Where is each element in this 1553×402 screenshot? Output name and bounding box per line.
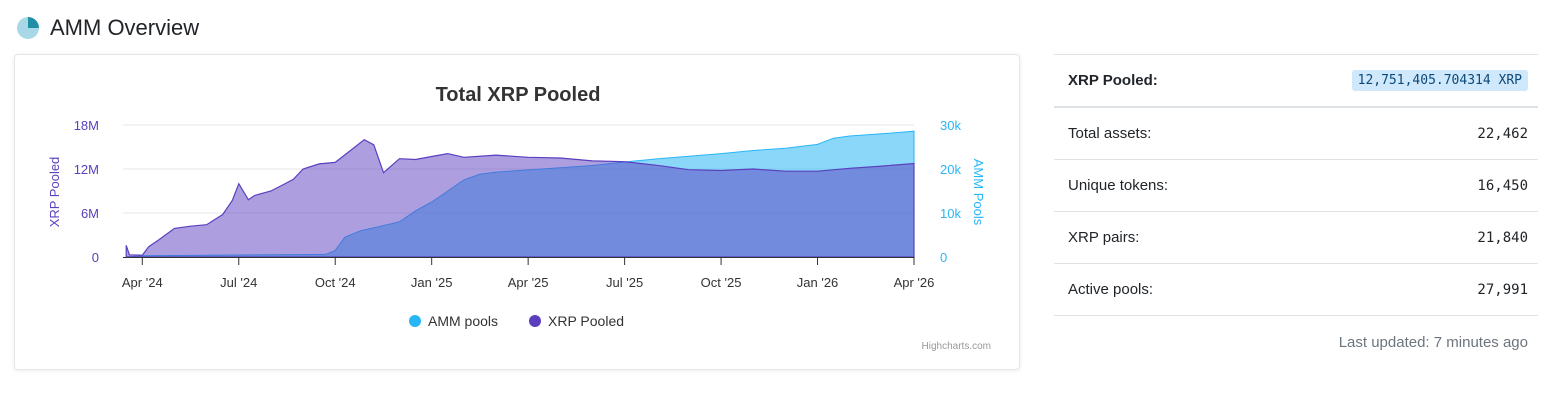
chart-card: Total XRP Pooled 0 0 6M 10k 12M 20k 18M 30k Apr … (14, 54, 1020, 370)
x-tick-label: Jul '25 (606, 275, 643, 290)
stat-label: XRP pairs: (1068, 229, 1140, 246)
y-right-tick-label: 20k (940, 162, 961, 177)
stat-row-unique-tokens: Unique tokens: 16,450 (1054, 160, 1538, 212)
stat-label: Unique tokens: (1068, 177, 1169, 194)
legend-label-amm-pools: AMM pools (428, 313, 498, 329)
y-right-axis-label: AMM Pools (971, 159, 986, 226)
stat-row-xrp-pooled: XRP Pooled: 12,751,405.704314 XRP (1054, 54, 1538, 108)
chart-credit-link[interactable]: Highcharts.com (922, 341, 991, 352)
y-left-tick-label: 18M (74, 118, 99, 133)
page-header: AMM Overview (16, 12, 199, 44)
stat-value: 27,991 (1477, 281, 1528, 298)
pie-chart-icon (17, 17, 39, 39)
legend: AMM pools XRP Pooled (409, 313, 624, 329)
stat-value: 22,462 (1477, 125, 1528, 142)
stats-panel: XRP Pooled: 12,751,405.704314 XRP Total … (1054, 54, 1538, 351)
x-tick-label: Apr '24 (122, 275, 163, 290)
stat-label: Active pools: (1068, 281, 1154, 298)
x-tick-label: Jan '26 (797, 275, 839, 290)
x-tick-label: Oct '25 (701, 275, 742, 290)
y-left-tick-label: 0 (92, 250, 99, 265)
chart-title: Total XRP Pooled (436, 84, 601, 106)
y-right-tick-label: 10k (940, 206, 961, 221)
stat-row-total-assets: Total assets: 22,462 (1054, 108, 1538, 160)
area-series-xrp-pooled[interactable] (125, 138, 915, 258)
legend-item-amm-pools[interactable]: AMM pools (409, 313, 498, 329)
xrp-pooled-badge: 12,751,405.704314 XRP (1351, 70, 1528, 91)
y-left-tick-label: 6M (81, 206, 99, 221)
x-tick-label: Oct '24 (315, 275, 356, 290)
x-tick-label: Apr '26 (894, 275, 935, 290)
stat-value: 21,840 (1477, 229, 1528, 246)
last-updated-text: Last updated: 7 minutes ago (1338, 334, 1528, 351)
x-tick-label: Jan '25 (411, 275, 453, 290)
legend-item-xrp-pooled[interactable]: XRP Pooled (529, 313, 624, 329)
stat-row-xrp-pairs: XRP pairs: 21,840 (1054, 212, 1538, 264)
legend-label-xrp-pooled: XRP Pooled (548, 313, 624, 329)
xrp-pooled-chart: Total XRP Pooled 0 0 6M 10k 12M 20k 18M 30k Apr … (47, 84, 991, 352)
x-tick-label: Apr '25 (508, 275, 549, 290)
y-right-tick-label: 30k (940, 118, 961, 133)
stat-row-active-pools: Active pools: 27,991 (1054, 264, 1538, 316)
y-right-tick-label: 0 (940, 250, 947, 265)
stat-label: Total assets: (1068, 125, 1152, 142)
y-left-tick-label: 12M (74, 162, 99, 177)
page-title: AMM Overview (50, 15, 200, 40)
x-tick-label: Jul '24 (220, 275, 257, 290)
y-left-axis-label: XRP Pooled (47, 157, 62, 228)
stat-value: 16,450 (1477, 177, 1528, 194)
stat-label-xrp-pooled: XRP Pooled: (1068, 72, 1158, 89)
